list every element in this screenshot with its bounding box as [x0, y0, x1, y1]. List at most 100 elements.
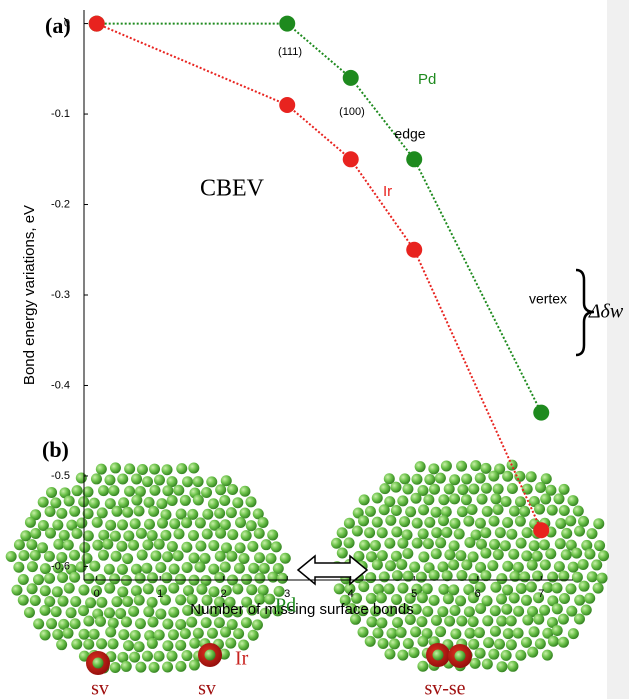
pd-atom: [358, 581, 370, 593]
pd-atom: [133, 505, 145, 517]
pd-atom: [273, 585, 285, 597]
pd-atom: [373, 583, 385, 595]
pd-atom: [219, 519, 231, 531]
pd-atom: [192, 476, 204, 488]
x-tick-label: 2: [221, 588, 227, 600]
pd-atom: [17, 574, 29, 586]
ir-label: Ir: [235, 648, 249, 670]
pd-atom: [438, 515, 450, 527]
pd-atom: [364, 635, 376, 647]
pd-atom: [540, 493, 552, 505]
pd-atom: [56, 552, 68, 564]
pd-atom: [506, 483, 518, 495]
pd-atom: [525, 581, 537, 593]
pd-atom: [168, 606, 180, 618]
pd-atom: [534, 638, 546, 650]
pd-atom: [166, 495, 178, 507]
y-tick-label: -0.1: [51, 108, 70, 120]
pd-atom: [66, 519, 78, 531]
pd-atom: [558, 593, 570, 605]
pd-atom: [83, 638, 95, 650]
pd-atom: [30, 527, 42, 539]
pd-atom: [149, 484, 161, 496]
pd-atom: [417, 528, 429, 540]
pd-atom: [201, 486, 213, 498]
pd-atom: [146, 637, 158, 649]
pd-atom: [539, 604, 551, 616]
pd-atom: [512, 627, 524, 639]
pd-atom: [482, 615, 494, 627]
pd-atom: [534, 503, 546, 515]
pd-atom: [542, 627, 554, 639]
pd-atom: [75, 472, 87, 484]
pd-atom: [131, 473, 143, 485]
pd-atom: [82, 486, 94, 498]
pd-atom: [410, 603, 422, 615]
pd-atom: [519, 571, 531, 583]
pd-atom: [135, 661, 147, 673]
pd-atom: [111, 505, 123, 517]
pd-atom: [39, 629, 51, 641]
pd-atom: [506, 528, 518, 540]
pd-atom: [69, 505, 81, 517]
pd-atom: [441, 526, 453, 538]
series-line: [96, 22, 543, 414]
pd-atom: [481, 658, 493, 670]
pd-atom: [399, 473, 411, 485]
pd-atom: [528, 626, 540, 638]
pd-atom: [397, 649, 409, 661]
pd-atom: [553, 561, 565, 573]
pd-atom: [108, 485, 120, 497]
pd-atom: [124, 463, 136, 475]
pd-atom: [208, 586, 220, 598]
pd-atom: [508, 592, 520, 604]
pd-atom: [62, 627, 74, 639]
pd-atom: [90, 473, 102, 485]
pd-atom: [384, 537, 396, 549]
pd-atom: [401, 529, 413, 541]
pd-atom: [206, 476, 218, 488]
pd-atom: [508, 548, 520, 560]
pd-atom: [57, 572, 69, 584]
pd-atom: [404, 592, 416, 604]
pd-atom: [245, 496, 257, 508]
pd-atom: [480, 482, 492, 494]
pd-atom: [551, 603, 563, 615]
pd-atom: [520, 594, 532, 606]
pd-atom: [208, 605, 220, 617]
pd-atom: [594, 540, 606, 552]
pd-atom: [501, 603, 513, 615]
pd-atom: [78, 605, 90, 617]
pd-atom: [109, 573, 121, 585]
pd-atom: [167, 629, 179, 641]
pd-atom: [26, 561, 38, 573]
pd-atom: [466, 504, 478, 516]
pd-atom: [475, 538, 487, 550]
site-label: sv-se: [424, 678, 465, 699]
pd-atom: [26, 539, 38, 551]
pd-atom: [398, 603, 410, 615]
pd-atom: [526, 559, 538, 571]
pd-atom: [219, 495, 231, 507]
pd-atom: [488, 470, 500, 482]
pd-atom: [79, 541, 91, 553]
pd-atom: [176, 463, 188, 475]
pd-atom: [386, 627, 398, 639]
pd-atom: [397, 495, 409, 507]
pd-atom: [449, 605, 461, 617]
pd-atom: [233, 628, 245, 640]
pd-atom: [502, 470, 514, 482]
pd-atom: [186, 594, 198, 606]
pd-atom: [409, 561, 421, 573]
pd-atom: [202, 508, 214, 520]
pd-atom: [257, 584, 269, 596]
pd-atom: [515, 649, 527, 661]
pd-atom: [359, 539, 371, 551]
pd-atom: [102, 538, 114, 550]
pd-atom: [245, 520, 257, 532]
pd-atom: [480, 570, 492, 582]
pd-atom: [117, 651, 129, 663]
pd-atom: [561, 527, 573, 539]
pd-atom: [499, 540, 511, 552]
